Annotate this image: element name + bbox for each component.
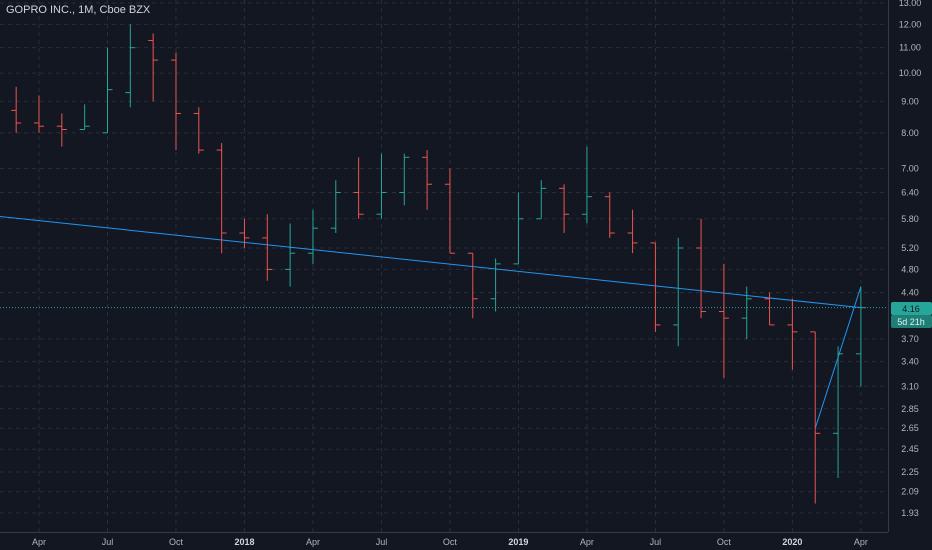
ohlc-bar xyxy=(193,107,204,154)
y-tick-label: 2.25 xyxy=(901,467,919,477)
y-tick-label: 2.45 xyxy=(901,444,919,454)
y-tick-label: 3.70 xyxy=(901,334,919,344)
trendline xyxy=(0,216,861,309)
ohlc-bar xyxy=(307,209,318,264)
x-tick-label: Oct xyxy=(717,537,732,547)
ohlc-bar xyxy=(764,292,775,326)
x-tick-label: Apr xyxy=(32,537,46,547)
y-tick-label: 8.00 xyxy=(901,128,919,138)
ohlc-bar xyxy=(627,209,638,254)
ohlc-bar xyxy=(581,146,592,224)
y-tick-label: 11.00 xyxy=(899,43,921,53)
ohlc-bar xyxy=(741,286,752,339)
grid xyxy=(0,0,888,532)
y-tick-label: 2.85 xyxy=(901,404,919,414)
x-tick-label: Oct xyxy=(169,537,184,547)
x-tick-label: Apr xyxy=(580,537,594,547)
y-tick-label: 4.40 xyxy=(901,288,919,298)
ohlc-bar xyxy=(696,218,707,319)
ohlc-bar xyxy=(718,263,729,378)
x-tick-label: Oct xyxy=(443,537,458,547)
x-tick-label: Jul xyxy=(102,537,114,547)
ohlc-bar xyxy=(444,168,455,254)
ohlc-bar xyxy=(604,192,615,238)
ohlc-bar xyxy=(536,180,547,220)
ohlc-bar xyxy=(102,47,113,134)
y-tick-label: 1.93 xyxy=(901,508,919,518)
ohlc-bar xyxy=(376,153,387,219)
ohlc-bar xyxy=(56,113,67,147)
chart-title: GOPRO INC., 1M, Cboe BZX xyxy=(6,4,151,16)
y-tick-label: 3.40 xyxy=(901,357,919,367)
ohlc-bar xyxy=(148,33,159,102)
price-badge: 4.16 5d 21h xyxy=(891,302,932,328)
y-tick-label: 10.00 xyxy=(899,68,922,78)
x-tick-label: Jul xyxy=(376,537,388,547)
y-tick-label: 4.80 xyxy=(901,264,919,274)
ohlc-bar xyxy=(11,86,22,133)
ohlc-bar xyxy=(216,143,227,254)
x-tick-label: Apr xyxy=(306,537,320,547)
ohlc-bar xyxy=(170,52,181,151)
y-tick-label: 5.80 xyxy=(901,214,919,224)
countdown-badge-bg xyxy=(891,315,932,328)
x-tick-label: 2020 xyxy=(782,537,802,547)
ohlc-bars xyxy=(11,24,866,504)
y-tick-label: 7.00 xyxy=(901,164,919,174)
x-tick-label: 2018 xyxy=(234,537,254,547)
ohlc-bar xyxy=(399,153,410,206)
y-tick-label: 5.20 xyxy=(901,243,919,253)
countdown-badge-value: 5d 21h xyxy=(897,317,925,327)
ohlc-bar xyxy=(833,346,844,478)
y-tick-label: 2.09 xyxy=(901,487,919,497)
ohlc-bar xyxy=(467,252,478,319)
x-tick-label: 2019 xyxy=(508,537,528,547)
ohlc-bar xyxy=(125,24,136,108)
x-tick-label: Apr xyxy=(854,537,868,547)
ohlc-bar xyxy=(559,184,570,233)
y-tick-label: 12.00 xyxy=(899,19,922,29)
y-tick-label: 6.40 xyxy=(901,187,919,197)
ohlc-bar xyxy=(239,218,250,248)
ohlc-bar xyxy=(787,298,798,370)
ohlc-bar xyxy=(810,331,821,504)
x-tick-label: Jul xyxy=(650,537,662,547)
ohlc-bar xyxy=(513,192,524,265)
ohlc-bar xyxy=(262,214,273,281)
ohlc-bar xyxy=(353,157,364,219)
y-tick-label: 9.00 xyxy=(901,96,919,106)
y-tick-label: 13.00 xyxy=(899,0,922,8)
ohlc-bar xyxy=(422,150,433,210)
price-badge-value: 4.16 xyxy=(902,304,920,314)
time-axis[interactable]: Apr Jul Oct 2018 Apr Jul Oct 2019 Apr Jul Oct 2020 A… xyxy=(32,537,868,547)
price-badge-bg xyxy=(891,302,932,315)
ohlc-bar xyxy=(79,104,90,130)
ohlc-bar xyxy=(650,242,661,332)
ohlc-bar xyxy=(673,237,684,347)
y-tick-label: 2.65 xyxy=(901,423,919,433)
price-axis[interactable]: 13.00 12.00 11.00 10.00 9.00 8.00 7.00 6.40 5.80… xyxy=(899,0,922,518)
ohlc-bar xyxy=(285,223,296,287)
y-tick-label: 3.10 xyxy=(901,381,919,391)
ohlc-bar xyxy=(490,258,501,312)
ohlc-bar xyxy=(330,180,341,233)
ohlc-bar xyxy=(34,95,44,133)
